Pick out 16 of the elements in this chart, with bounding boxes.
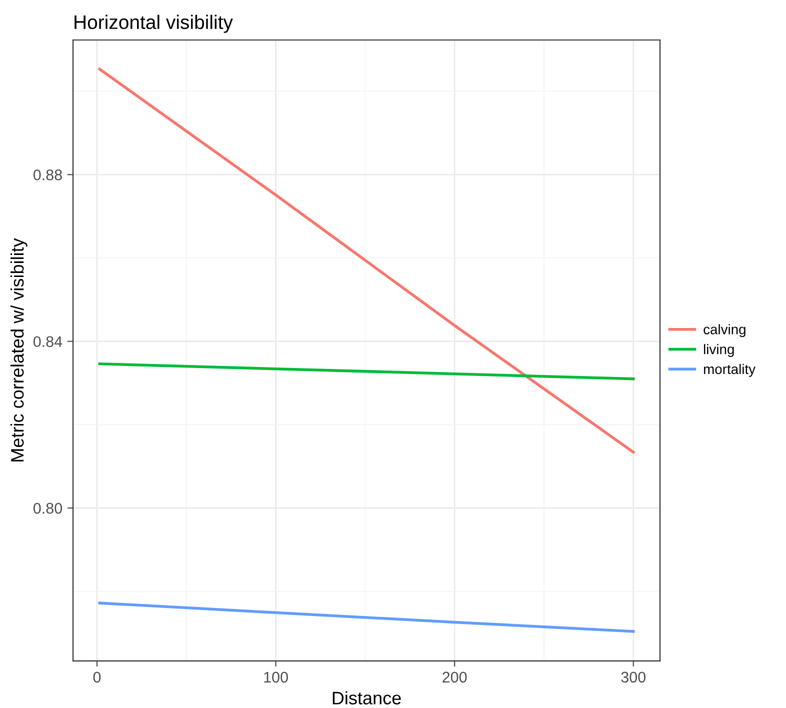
x-tick-label: 100 xyxy=(264,672,288,683)
line-series xyxy=(98,362,635,380)
y-tick-label: 0.80 xyxy=(33,502,62,514)
y-axis-title: Metric correlated w/ visibility xyxy=(10,238,28,462)
y-tick-label: 0.88 xyxy=(33,169,62,180)
y-tick-label: 0.84 xyxy=(33,336,62,348)
chart-title: Horizontal visibility xyxy=(74,14,233,33)
legend-label: mortality xyxy=(704,364,756,377)
x-tick-label: 300 xyxy=(621,672,646,683)
line-series xyxy=(98,602,635,633)
legend-label: living xyxy=(704,344,734,357)
x-tick-label: 200 xyxy=(442,672,467,683)
x-axis-title: Distance xyxy=(332,691,401,704)
legend-label: calving xyxy=(704,324,746,338)
x-tick-label: 0 xyxy=(93,672,101,683)
line-series xyxy=(98,68,635,454)
